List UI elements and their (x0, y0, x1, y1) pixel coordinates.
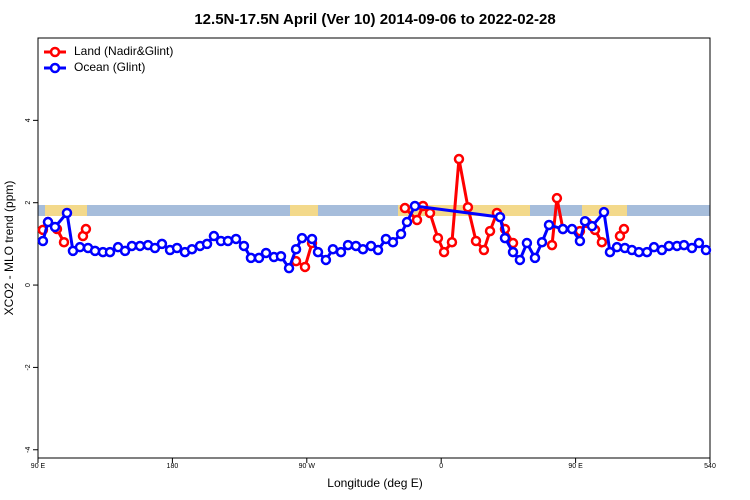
data-point (134, 240, 146, 252)
y-tick-label: 0 (25, 283, 32, 287)
data-point (372, 244, 384, 256)
data-point (470, 235, 482, 247)
data-point (306, 233, 318, 245)
data-point (230, 233, 242, 245)
data-point (283, 262, 295, 274)
data-point (80, 223, 92, 235)
data-point (478, 244, 490, 256)
data-point (453, 153, 465, 165)
x-tick-label: 180 (167, 463, 179, 470)
data-point (119, 245, 131, 257)
data-point (521, 237, 533, 249)
data-point (507, 246, 519, 258)
y-tick-label: 2 (25, 201, 32, 205)
data-point (312, 246, 324, 258)
y-tick-label: -4 (25, 447, 32, 453)
data-point (438, 246, 450, 258)
ocean-band (38, 205, 710, 216)
data-point (557, 223, 569, 235)
data-point (484, 225, 496, 237)
data-point (499, 232, 511, 244)
y-tick-label: -2 (25, 364, 32, 370)
data-point (446, 236, 458, 248)
data-point (186, 243, 198, 255)
data-point (37, 235, 49, 247)
x-tick-label: 0 (439, 463, 443, 470)
data-point (104, 246, 116, 258)
data-point (49, 221, 61, 233)
land-band (290, 205, 318, 216)
data-point (529, 252, 541, 264)
data-point (126, 240, 138, 252)
legend-marker (49, 62, 61, 74)
data-point (401, 216, 413, 228)
data-point (238, 240, 250, 252)
data-point (222, 235, 234, 247)
data-point (395, 228, 407, 240)
data-point (514, 254, 526, 266)
chart-title: 12.5N-17.5N April (Ver 10) 2014-09-06 to… (194, 11, 555, 28)
data-point (579, 215, 591, 227)
data-point (89, 245, 101, 257)
x-axis-label: Longitude (deg E) (327, 476, 422, 490)
data-point (536, 236, 548, 248)
y-tick-label: 4 (25, 118, 32, 122)
data-point (399, 202, 411, 214)
data-point (686, 242, 698, 254)
data-point (432, 232, 444, 244)
x-tick-label: 90 E (31, 463, 46, 470)
data-point (253, 252, 265, 264)
data-point (566, 223, 578, 235)
x-tick-label: 540 (704, 463, 716, 470)
data-point (543, 219, 555, 231)
data-point (700, 244, 712, 256)
data-point (260, 247, 272, 259)
data-point (618, 223, 630, 235)
data-point (598, 206, 610, 218)
data-point (275, 250, 287, 262)
data-point (171, 242, 183, 254)
data-point (387, 236, 399, 248)
data-point (296, 232, 308, 244)
data-point (290, 243, 302, 255)
data-point (201, 238, 213, 250)
data-point (42, 216, 54, 228)
x-tick-label: 90 E (568, 463, 583, 470)
map-band (38, 205, 710, 216)
data-point (586, 220, 598, 232)
data-point (357, 243, 369, 255)
data-point (494, 211, 506, 223)
data-point (58, 236, 70, 248)
data-point (409, 200, 421, 212)
legend-label: Land (Nadir&Glint) (74, 44, 173, 58)
data-point (596, 236, 608, 248)
data-point (208, 230, 220, 242)
data-point (411, 214, 423, 226)
y-axis-label: XCO2 - MLO trend (ppm) (2, 181, 16, 316)
data-point (61, 207, 73, 219)
data-point (641, 246, 653, 258)
legend-marker (49, 46, 61, 58)
data-point (335, 246, 347, 258)
legend-label: Ocean (Glint) (74, 60, 145, 74)
data-point (663, 240, 675, 252)
data-point (156, 238, 168, 250)
data-point (633, 246, 645, 258)
data-point (424, 207, 436, 219)
data-point (693, 237, 705, 249)
data-point (299, 261, 311, 273)
data-point (327, 243, 339, 255)
data-point (551, 192, 563, 204)
data-point (574, 235, 586, 247)
data-point (74, 241, 86, 253)
data-point (546, 239, 558, 251)
data-point (604, 246, 616, 258)
data-point (320, 254, 332, 266)
data-point (245, 252, 257, 264)
data-point (462, 201, 474, 213)
x-tick-label: 90 W (299, 463, 316, 470)
